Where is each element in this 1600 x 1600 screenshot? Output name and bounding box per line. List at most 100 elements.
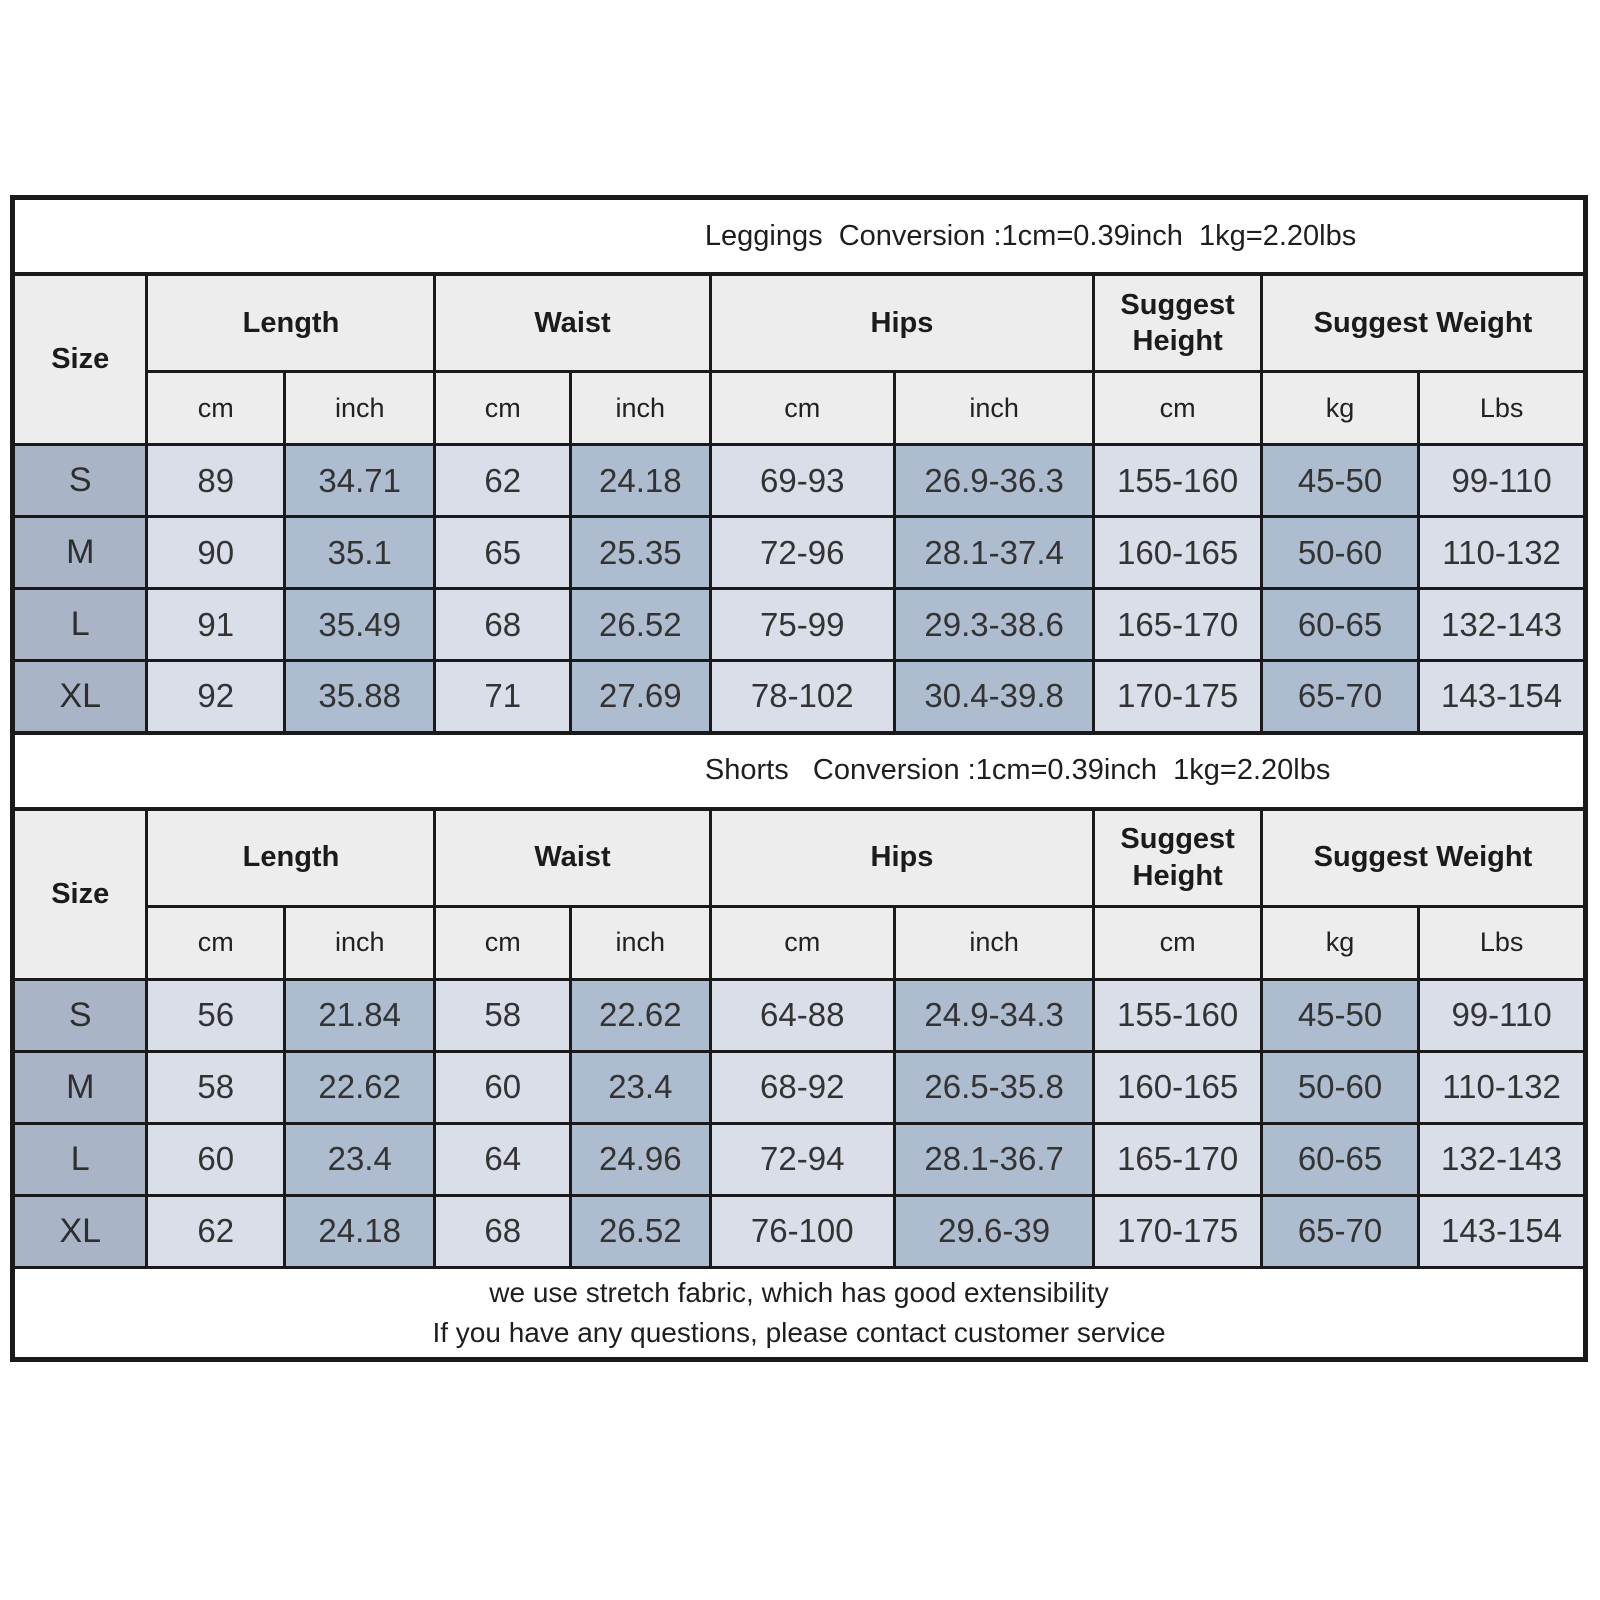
value-cell: 143-154 bbox=[1417, 659, 1587, 734]
subheader-lbs: Lbs bbox=[1417, 370, 1587, 446]
header-hips: Hips bbox=[708, 807, 1096, 908]
value-cell: 60 bbox=[433, 1049, 573, 1125]
value-cell: 27.69 bbox=[569, 659, 712, 734]
leggings-title-cell: Leggings Conversion :1cm=0.39inch 1kg=2.… bbox=[11, 195, 1587, 276]
value-cell: 160-165 bbox=[1092, 515, 1263, 590]
subheader-inch: inch bbox=[282, 370, 437, 446]
value-cell: 64-88 bbox=[708, 977, 896, 1053]
shorts-row-S: S 56 21.84 58 22.62 64-88 24.9-34.3 155-160 45-5… bbox=[10, 977, 1587, 1053]
value-cell: 132-143 bbox=[1417, 1121, 1587, 1197]
value-cell: 65-70 bbox=[1259, 659, 1421, 734]
leggings-row-M: M 90 35.1 65 25.35 72-96 28.1-37.4 160-165 50-60… bbox=[10, 515, 1587, 590]
shorts-header-row-1: Size Length Waist Hips Suggest Height Suggest… bbox=[10, 807, 1588, 981]
value-cell: 58 bbox=[433, 977, 573, 1053]
value-cell: 21.84 bbox=[282, 977, 437, 1053]
value-cell: 165-170 bbox=[1092, 1121, 1263, 1197]
value-cell: 76-100 bbox=[708, 1193, 896, 1269]
value-cell: 92 bbox=[145, 659, 286, 734]
shorts-row-L: L 60 23.4 64 24.96 72-94 28.1-36.7 165-170 60-65… bbox=[10, 1121, 1587, 1197]
header-waist: Waist bbox=[433, 807, 712, 908]
value-cell: 24.96 bbox=[569, 1121, 712, 1197]
value-cell: 72-96 bbox=[708, 515, 896, 590]
size-chart-table: Leggings Conversion :1cm=0.39inch 1kg=2.… bbox=[10, 195, 1588, 1362]
value-cell: 26.9-36.3 bbox=[892, 443, 1096, 518]
value-cell: 50-60 bbox=[1259, 515, 1421, 590]
size-chart-frame: Leggings Conversion :1cm=0.39inch 1kg=2.… bbox=[10, 195, 1588, 1362]
header-waist: Waist bbox=[433, 272, 712, 373]
value-cell: 89 bbox=[145, 443, 286, 518]
size-cell: M bbox=[10, 515, 149, 590]
value-cell: 50-60 bbox=[1259, 1049, 1421, 1125]
leggings-header-row-2: cm inch cm inch cm inch cm kg Lbs bbox=[13, 370, 1587, 446]
value-cell: 62 bbox=[433, 443, 573, 518]
value-cell: 143-154 bbox=[1417, 1193, 1587, 1269]
subheader-kg: kg bbox=[1259, 904, 1421, 981]
header-suggest-weight: Suggest Weight bbox=[1259, 272, 1588, 373]
value-cell: 22.62 bbox=[282, 1049, 437, 1125]
header-length: Length bbox=[145, 272, 437, 373]
subheader-lbs: Lbs bbox=[1417, 904, 1587, 981]
header-hips: Hips bbox=[708, 272, 1096, 373]
value-cell: 68 bbox=[433, 1193, 573, 1269]
size-cell: L bbox=[10, 587, 149, 662]
value-cell: 90 bbox=[145, 515, 286, 590]
value-cell: 26.5-35.8 bbox=[892, 1049, 1096, 1125]
value-cell: 160-165 bbox=[1092, 1049, 1263, 1125]
shorts-title: Shorts Conversion :1cm=0.39inch 1kg=2.20… bbox=[704, 754, 1331, 786]
value-cell: 170-175 bbox=[1092, 1193, 1263, 1269]
shorts-header-row-2: cm inch cm inch cm inch cm kg Lbs bbox=[13, 904, 1587, 981]
value-cell: 64 bbox=[433, 1121, 573, 1197]
value-cell: 29.6-39 bbox=[892, 1193, 1096, 1269]
value-cell: 24.18 bbox=[282, 1193, 437, 1269]
value-cell: 26.52 bbox=[569, 587, 712, 662]
value-cell: 25.35 bbox=[569, 515, 712, 590]
value-cell: 35.49 bbox=[282, 587, 437, 662]
value-cell: 45-50 bbox=[1259, 443, 1421, 518]
value-cell: 23.4 bbox=[569, 1049, 712, 1125]
header-suggest-height: Suggest Height bbox=[1092, 807, 1263, 908]
value-cell: 165-170 bbox=[1092, 587, 1263, 662]
shorts-title-row: Shorts Conversion :1cm=0.39inch 1kg=2.20… bbox=[11, 730, 1587, 811]
footer-line-2: If you have any questions, please contac… bbox=[432, 1316, 1166, 1348]
value-cell: 155-160 bbox=[1092, 977, 1263, 1053]
subheader-cm: cm bbox=[1092, 904, 1263, 981]
header-length: Length bbox=[145, 807, 437, 908]
footer-cell: we use stretch fabric, which has good ex… bbox=[11, 1265, 1587, 1361]
size-cell: XL bbox=[10, 1193, 149, 1269]
value-cell: 60-65 bbox=[1259, 587, 1421, 662]
value-cell: 60 bbox=[145, 1121, 286, 1197]
value-cell: 56 bbox=[145, 977, 286, 1053]
leggings-row-S: S 89 34.71 62 24.18 69-93 26.9-36.3 155-160 45-5… bbox=[10, 443, 1587, 518]
footer-row: we use stretch fabric, which has good ex… bbox=[11, 1265, 1587, 1361]
size-cell: L bbox=[10, 1121, 149, 1197]
size-cell: S bbox=[10, 977, 149, 1053]
value-cell: 29.3-38.6 bbox=[892, 587, 1096, 662]
subheader-cm: cm bbox=[433, 904, 573, 981]
subheader-cm: cm bbox=[433, 370, 573, 446]
value-cell: 78-102 bbox=[708, 659, 896, 734]
value-cell: 26.52 bbox=[569, 1193, 712, 1269]
value-cell: 35.1 bbox=[282, 515, 437, 590]
header-size: Size bbox=[10, 272, 149, 446]
value-cell: 155-160 bbox=[1092, 443, 1263, 518]
header-suggest-height: Suggest Height bbox=[1092, 272, 1263, 373]
subheader-kg: kg bbox=[1259, 370, 1421, 446]
subheader-cm: cm bbox=[145, 370, 286, 446]
value-cell: 65-70 bbox=[1259, 1193, 1421, 1269]
value-cell: 110-132 bbox=[1417, 515, 1587, 590]
size-cell: M bbox=[10, 1049, 149, 1125]
value-cell: 28.1-37.4 bbox=[892, 515, 1096, 590]
leggings-row-L: L 91 35.49 68 26.52 75-99 29.3-38.6 165-170 60-6… bbox=[10, 587, 1587, 662]
leggings-header-row-1: Size Length Waist Hips Suggest Height Suggest… bbox=[10, 272, 1588, 446]
value-cell: 30.4-39.8 bbox=[892, 659, 1096, 734]
subheader-cm: cm bbox=[1092, 370, 1263, 446]
shorts-row-XL: XL 62 24.18 68 26.52 76-100 29.6-39 170-175 65-7… bbox=[10, 1193, 1587, 1269]
value-cell: 110-132 bbox=[1417, 1049, 1587, 1125]
value-cell: 68-92 bbox=[708, 1049, 896, 1125]
subheader-inch: inch bbox=[569, 370, 712, 446]
value-cell: 72-94 bbox=[708, 1121, 896, 1197]
value-cell: 62 bbox=[145, 1193, 286, 1269]
header-suggest-weight: Suggest Weight bbox=[1259, 807, 1588, 908]
subheader-inch: inch bbox=[282, 904, 437, 981]
value-cell: 28.1-36.7 bbox=[892, 1121, 1096, 1197]
